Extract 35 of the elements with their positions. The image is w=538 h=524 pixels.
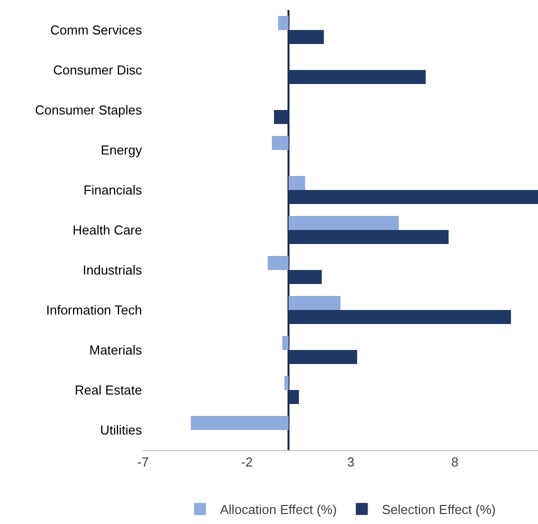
bar: [288, 176, 306, 190]
bar: [288, 296, 340, 310]
bar: [288, 230, 449, 244]
y-tick-label: Consumer Disc: [53, 62, 142, 78]
bar: [288, 216, 399, 230]
bar: [288, 30, 324, 44]
y-tick-label: Health Care: [72, 222, 142, 238]
bar: [288, 390, 299, 404]
y-tick-label: Industrials: [82, 262, 142, 278]
bar: [288, 70, 426, 84]
y-tick-label: Financials: [83, 182, 142, 198]
y-tick-label: Energy: [100, 142, 142, 158]
y-tick-label: Comm Services: [50, 22, 142, 38]
x-tick-label: -2: [241, 454, 253, 470]
bar: [288, 310, 511, 324]
y-tick-label: Materials: [89, 342, 142, 358]
y-tick-label: Real Estate: [74, 382, 142, 398]
y-tick-label: Information Tech: [46, 302, 142, 318]
x-tick-label: -7: [137, 454, 149, 470]
bar: [278, 16, 289, 30]
bar: [268, 256, 289, 270]
bar: [288, 270, 322, 284]
x-tick-label: 3: [347, 454, 355, 470]
bar: [274, 110, 289, 124]
bar: [288, 350, 358, 364]
bar: [288, 190, 538, 204]
bar: [282, 336, 289, 350]
bar: [284, 376, 289, 390]
y-tick-label: Utilities: [100, 422, 142, 438]
x-tick-label: 8: [451, 454, 458, 470]
bar: [190, 416, 289, 430]
legend-label: Allocation Effect (%): [220, 502, 337, 518]
bar: [272, 136, 289, 150]
y-tick-label: Consumer Staples: [35, 102, 142, 118]
legend-label: Selection Effect (%): [382, 502, 496, 518]
